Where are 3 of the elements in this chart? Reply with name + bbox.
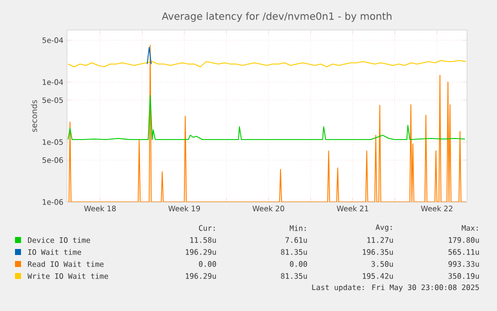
line-series: [68, 60, 466, 68]
line-series: [68, 44, 466, 202]
chart-title: Average latency for /dev/nvme0n1 - by month: [162, 12, 392, 22]
